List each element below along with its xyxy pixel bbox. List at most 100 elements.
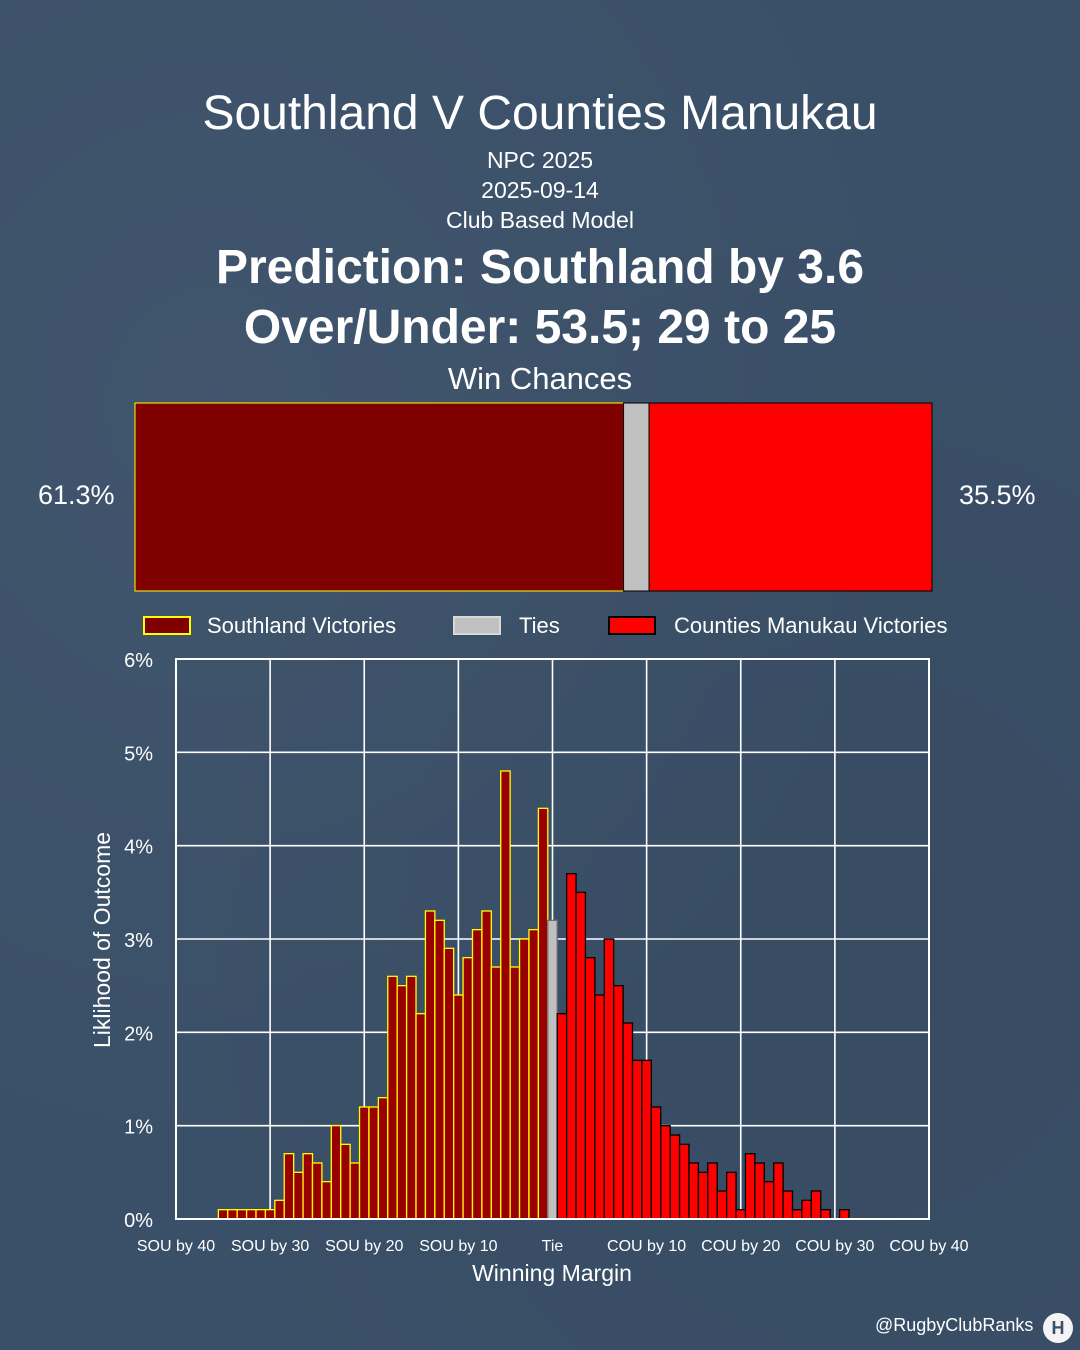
bar-home [321,1181,332,1220]
bar-away [801,1199,812,1220]
bar-home [302,1153,314,1220]
bar-home [471,929,483,1220]
legend-swatch-tie [453,616,501,635]
bar-away [641,1059,652,1220]
x-tick-label: COU by 10 [607,1238,686,1255]
y-tick-label: 1% [124,1117,153,1139]
bar-home [415,1013,427,1220]
bar-home [368,1106,380,1220]
bar-away [838,1209,850,1220]
x-tick-label: SOU by 10 [419,1238,497,1255]
bar-away [763,1181,775,1220]
bar-home [236,1209,248,1220]
win-chances-bar [134,402,933,592]
x-tick-label: SOU by 30 [231,1238,309,1255]
bar-home [490,966,502,1220]
bar-home [537,807,549,1220]
y-tick-label: 3% [124,930,153,952]
bar-away [697,1171,709,1220]
page-title: Southland V Counties Manukau [202,87,878,140]
legend-label-home: Southland Victories [207,613,396,638]
bar-home [274,1199,285,1220]
legend-label-tie: Ties [519,613,560,638]
legend-label-away: Counties Manukau Victories [674,613,948,638]
y-tick-label: 0% [124,1210,153,1232]
bar-away [773,1162,784,1220]
bar-home [293,1171,304,1220]
legend-swatch-home [143,616,191,635]
x-tick-label: SOU by 20 [325,1238,403,1255]
bar-away [782,1190,794,1220]
bar-home [349,1162,361,1220]
bar-home [283,1153,295,1220]
bar-away [565,873,577,1220]
bar-home [264,1209,276,1220]
bar-home [330,1125,342,1220]
bar-away [622,1022,634,1220]
bar-away [725,1171,737,1220]
watermark-handle: @RugbyClubRanks [875,1315,1034,1335]
bar-tie [547,919,558,1220]
bar-away [735,1209,747,1220]
bar-home [453,994,464,1220]
y-tick-label: 4% [124,837,153,859]
x-tick-label: COU by 20 [701,1238,780,1255]
bar-away [575,891,587,1220]
bar-away [603,938,615,1220]
bar-away [669,1134,681,1220]
bar-home [500,770,511,1220]
bar-home [405,975,417,1220]
bar-away [707,1162,718,1220]
bar-away [650,1106,662,1220]
bar-home [528,929,540,1220]
bar-home [387,975,398,1220]
bar-away [820,1209,831,1220]
y-axis-label: Liklihood of Outcome [89,832,115,1048]
x-tick-label: COU by 40 [889,1238,968,1255]
bar-home [509,966,521,1220]
bar-home [481,910,492,1220]
y-tick-label: 6% [124,650,153,672]
x-axis-label: Winning Margin [472,1260,632,1286]
bar-away [660,1125,671,1220]
win-chances-title: Win Chances [447,361,633,396]
legend-swatch-away [608,616,656,635]
bar-home [434,919,445,1220]
bar-home [227,1209,238,1220]
win-bar-tie [623,402,650,592]
bar-home [311,1162,323,1220]
y-tick-label: 2% [124,1023,153,1045]
bar-home [462,957,474,1220]
plot-frame [175,658,930,1220]
bar-away [584,957,596,1220]
histogram-bars [217,770,850,1220]
x-axis-ticks: SOU by 40 SOU by 30 SOU by 20 SOU by 10 Tie C… [137,1238,969,1255]
bar-away [744,1153,756,1220]
bar-away [613,985,624,1220]
x-tick-label: Tie [542,1238,564,1255]
bar-home [245,1209,257,1220]
bar-home [377,1097,389,1220]
model-label: Club Based Model [446,207,634,233]
win-bar-away [648,402,933,592]
bar-away [754,1162,765,1220]
bar-away [688,1162,700,1220]
bar-home [396,985,408,1220]
over-under-headline: Over/Under: 53.5; 29 to 25 [243,301,837,354]
y-axis-ticks: 0% 1% 2% 3% 4% 5% 6% [124,650,153,1232]
bar-home [358,1106,370,1220]
prediction-headline: Prediction: Southland by 3.6 [215,241,865,294]
bar-away [631,1059,643,1220]
bar-away [810,1190,822,1220]
bar-away [678,1143,690,1220]
brand-logo: H [1043,1313,1073,1343]
bar-home [518,938,530,1220]
bar-home [340,1143,351,1220]
away-win-percent: 35.5% [959,480,1036,510]
bar-away [791,1209,803,1220]
x-tick-label: SOU by 40 [137,1238,215,1255]
legend: Southland Victories Ties Counties Manuka… [143,613,948,638]
bar-home [424,910,436,1220]
match-date: 2025-09-14 [481,177,599,203]
